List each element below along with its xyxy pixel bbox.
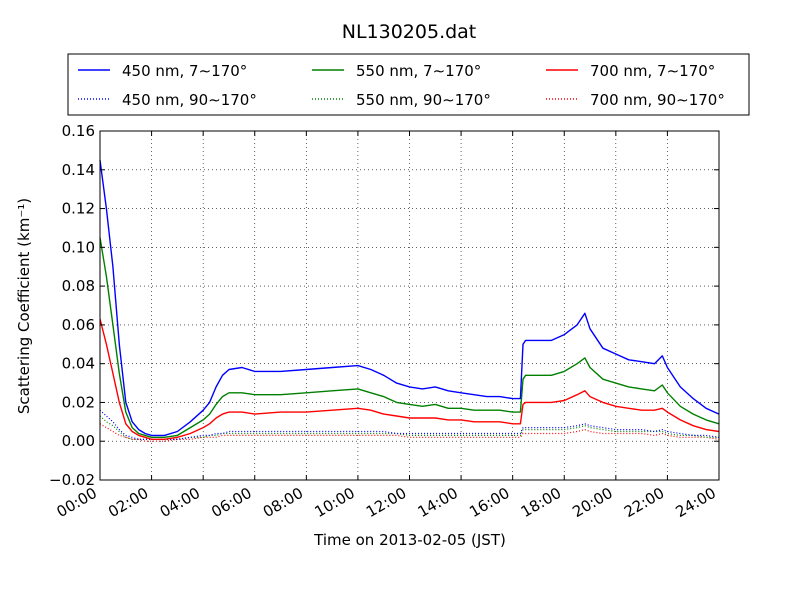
y-tick-label: 0.08	[62, 277, 95, 295]
y-tick-label: 0.04	[62, 355, 95, 373]
y-tick-label: 0.12	[62, 200, 95, 218]
x-tick-label: 00:00	[54, 484, 100, 521]
y-tick-label: 0.02	[62, 393, 95, 411]
y-tick-label: 0.14	[62, 161, 95, 179]
x-tick-label: 06:00	[208, 484, 254, 521]
y-tick-label: 0.06	[62, 316, 95, 334]
legend-label: 450 nm, 90∼170°	[122, 91, 257, 109]
x-tick-label: 02:00	[105, 484, 151, 521]
series-line	[99, 423, 720, 442]
x-tick-label: 10:00	[311, 484, 357, 521]
y-tick-label: 0.00	[62, 432, 95, 450]
legend-box	[67, 53, 750, 116]
legend-label: 700 nm, 90∼170°	[590, 91, 725, 109]
legend-label: 450 nm, 7∼170°	[122, 62, 247, 80]
chart-title: NL130205.dat	[342, 21, 477, 43]
grid	[99, 130, 720, 481]
x-tick-label: 08:00	[260, 484, 306, 521]
x-tick-label: 12:00	[363, 484, 409, 521]
x-tick-labels: 00:00 02:00 04:00 06:00 08:00 10:00 12:00 14:00…	[54, 484, 719, 521]
series-line	[99, 237, 720, 438]
x-axis-label: Time on 2013-02-05 (JST)	[313, 531, 506, 549]
y-axis-label: Scattering Coefficient (km⁻¹)	[15, 198, 33, 414]
y-tick-label: −0.02	[49, 471, 95, 489]
series-layer	[99, 160, 720, 442]
series-line	[99, 160, 720, 437]
x-tick-label: 20:00	[569, 484, 615, 521]
legend-label: 550 nm, 90∼170°	[356, 91, 491, 109]
x-tick-label: 16:00	[466, 484, 512, 521]
x-tick-label: 04:00	[157, 484, 203, 521]
y-tick-label: 0.10	[62, 238, 95, 256]
y-tick-labels: −0.02 0.00 0.02 0.04 0.06 0.08 0.10 0.12 0.14 0.1…	[49, 122, 95, 489]
legend-label: 550 nm, 7∼170°	[356, 62, 481, 80]
x-tick-label: 24:00	[673, 484, 719, 521]
series-line	[99, 318, 720, 440]
legend-label: 700 nm, 7∼170°	[590, 62, 715, 80]
x-tick-label: 14:00	[415, 484, 461, 521]
legend: 450 nm, 7∼170° 550 nm, 7∼170° 700 nm, 7∼17…	[67, 53, 750, 116]
x-tick-label: 22:00	[621, 484, 667, 521]
y-tick-label: 0.16	[62, 122, 95, 140]
x-tick-label: 18:00	[518, 484, 564, 521]
ticks	[99, 130, 720, 481]
